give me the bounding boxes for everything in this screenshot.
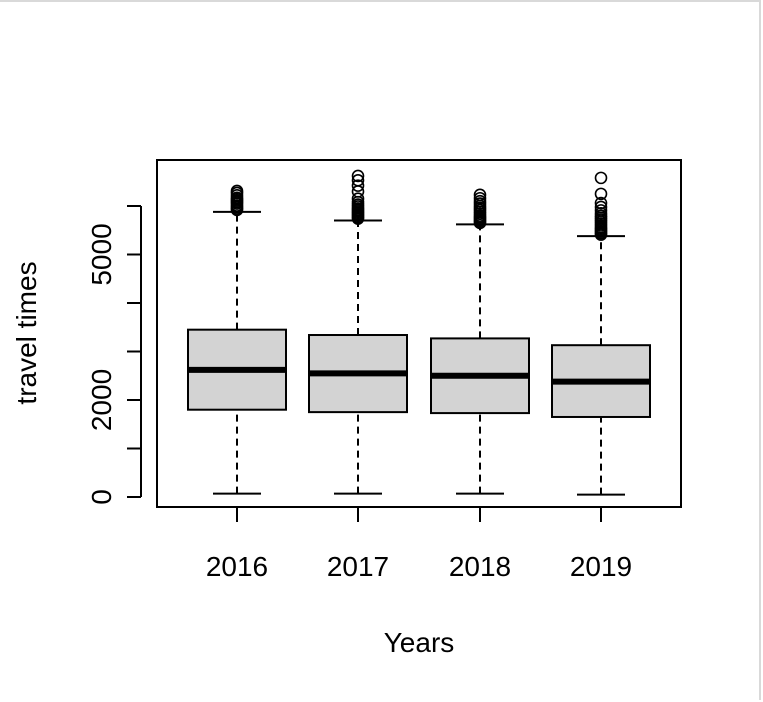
x-tick-label: 2018 <box>449 551 511 582</box>
y-tick-label: 2000 <box>86 369 117 431</box>
outlier-point <box>594 200 608 214</box>
box-2018 <box>430 188 530 495</box>
outlier-point <box>473 188 487 202</box>
outlier-point <box>351 192 365 206</box>
x-axis-label: Years <box>384 627 455 658</box>
outlier-point <box>230 184 244 198</box>
outlier-point <box>351 169 365 183</box>
outlier-point <box>594 204 608 217</box>
outlier-point <box>594 171 608 185</box>
box-2019 <box>551 171 651 496</box>
y-axis: 0 2000 5000 <box>86 205 142 505</box>
box-2017 <box>308 169 408 495</box>
outlier-point <box>351 179 365 192</box>
outlier-point <box>473 191 487 205</box>
y-tick-label: 0 <box>86 489 117 505</box>
x-axis: 2016 2017 2018 2019 <box>206 507 632 582</box>
box-2016 <box>187 184 287 495</box>
outlier-point <box>594 196 608 210</box>
outlier-point <box>351 173 365 187</box>
plot-area-border <box>156 159 682 508</box>
box-series <box>187 169 651 496</box>
x-tick-label: 2019 <box>570 551 632 582</box>
y-axis-label: travel times <box>11 261 42 404</box>
outlier-point <box>594 187 608 201</box>
x-tick-label: 2016 <box>206 551 268 582</box>
x-tick-label: 2017 <box>327 551 389 582</box>
y-tick-label: 5000 <box>86 223 117 285</box>
